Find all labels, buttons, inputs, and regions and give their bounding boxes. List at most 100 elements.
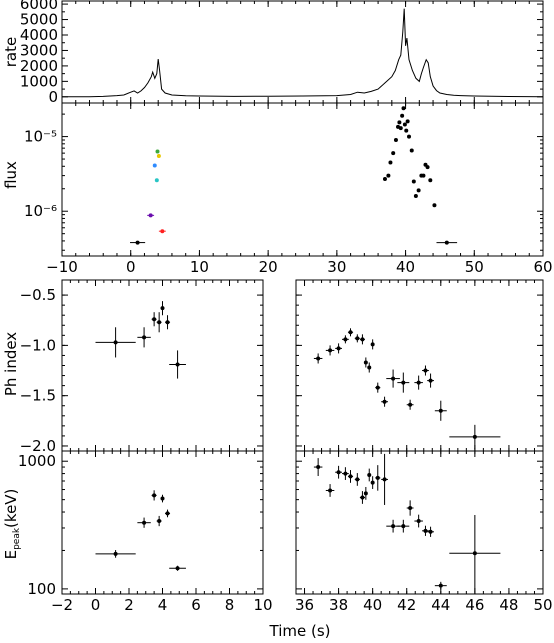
- flux-point: [428, 178, 433, 183]
- flux-point: [401, 106, 406, 111]
- x-tick-label: 40: [396, 258, 415, 276]
- flux-axis-label: flux: [2, 161, 20, 189]
- flux-point: [155, 149, 160, 154]
- phindex-axis-label: Ph index: [2, 332, 20, 396]
- y-tick-label: −2.0: [20, 437, 56, 455]
- panel-epeak-early: −2 0 2 4 6 8 10 100 1000 Epeak(keV): [2, 450, 273, 614]
- plot-frame: [61, 0, 544, 104]
- flux-point: [405, 119, 410, 124]
- phindex-point: [438, 408, 443, 413]
- rate-axis-label: rate: [2, 37, 20, 67]
- flux-point: [148, 213, 153, 218]
- plot-frame: [61, 450, 264, 595]
- panel-epeak-main: 36 38 40 42 44 46 48 50: [295, 450, 553, 614]
- y-tick-label: 2000: [20, 57, 58, 75]
- y-tick-label: −1.5: [20, 387, 56, 405]
- x-tick-label: 30: [327, 258, 346, 276]
- rate-light-curve: [62, 8, 544, 98]
- phindex-point: [370, 342, 375, 347]
- phindex-point: [375, 385, 380, 390]
- x-tick-label: −2: [51, 596, 73, 614]
- flux-point: [397, 120, 402, 125]
- phindex-point: [157, 320, 162, 325]
- flux-point: [404, 128, 409, 133]
- y-tick-label: −0.5: [20, 286, 56, 304]
- flux-point: [398, 126, 403, 131]
- y-tick-label: 3000: [20, 41, 58, 59]
- epeak-point: [382, 477, 387, 482]
- x-tick-label: 40: [363, 596, 382, 614]
- epeak-axis-label: Epeak(keV): [2, 489, 22, 560]
- epeak-point: [416, 519, 421, 524]
- y-tick-label: 5000: [20, 11, 58, 29]
- phindex-point: [401, 380, 406, 385]
- flux-point: [407, 134, 412, 139]
- x-tick-label: 0: [91, 596, 101, 614]
- flux-point: [152, 163, 157, 168]
- x-tick-label: 50: [465, 258, 484, 276]
- flux-point: [386, 173, 391, 178]
- phindex-point: [113, 340, 118, 345]
- flux-point: [402, 122, 407, 127]
- x-tick-label: 42: [397, 596, 416, 614]
- x-tick-label: 20: [259, 258, 278, 276]
- flux-point: [416, 188, 421, 193]
- epeak-point: [363, 491, 368, 496]
- phindex-point: [363, 360, 368, 365]
- y-tick-label: 100: [27, 580, 56, 598]
- epeak-point: [423, 528, 428, 533]
- y-tick-label: 0: [48, 88, 58, 106]
- panel-flux: −10 0 10 20 30 40 50 60 10⁻⁶ 10⁻⁵ flux: [2, 102, 553, 276]
- epeak-point: [370, 480, 375, 485]
- flux-point: [409, 148, 414, 153]
- flux-point: [391, 151, 396, 156]
- phindex-point: [316, 356, 321, 361]
- phindex-point: [328, 348, 333, 353]
- y-tick-label: 10⁻⁶: [24, 202, 57, 220]
- flux-point: [388, 160, 393, 165]
- flux-point: [382, 177, 387, 182]
- phindex-point: [165, 320, 170, 325]
- epeak-point: [408, 506, 413, 511]
- phindex-point: [423, 368, 428, 373]
- epeak-point: [401, 524, 406, 529]
- epeak-point: [375, 475, 380, 480]
- x-tick-label: 10: [253, 596, 272, 614]
- epeak-point: [175, 566, 180, 571]
- phindex-point: [382, 399, 387, 404]
- flux-point: [421, 173, 426, 178]
- phindex-point: [391, 376, 396, 381]
- flux-point: [154, 178, 159, 183]
- flux-point: [160, 229, 165, 234]
- x-tick-label: 36: [295, 596, 314, 614]
- flux-point: [432, 203, 437, 208]
- x-tick-label: 48: [499, 596, 518, 614]
- x-tick-label: 46: [465, 596, 484, 614]
- plot-frame: [295, 279, 544, 452]
- phindex-point: [175, 362, 180, 367]
- x-tick-label: 44: [431, 596, 450, 614]
- epeak-point: [336, 470, 341, 475]
- flux-point: [411, 179, 416, 184]
- epeak-point: [348, 474, 353, 479]
- y-tick-label: 6000: [20, 0, 58, 13]
- epeak-point: [343, 471, 348, 476]
- epeak-point: [472, 551, 477, 556]
- phindex-point: [367, 365, 372, 370]
- phindex-point: [408, 402, 413, 407]
- phindex-point: [472, 434, 477, 439]
- phindex-point: [142, 335, 147, 340]
- epeak-point: [355, 477, 360, 482]
- plot-frame: [295, 450, 544, 595]
- x-tick-label: 0: [126, 258, 136, 276]
- flux-point: [393, 138, 398, 143]
- phindex-point: [348, 330, 353, 335]
- x-tick-label: 50: [533, 596, 552, 614]
- x-tick-label: 60: [533, 258, 552, 276]
- panel-phindex-early: −2.0 −1.5 −1.0 −0.5 Ph index: [2, 279, 264, 455]
- epeak-point: [165, 511, 170, 516]
- flux-point: [135, 240, 140, 245]
- epeak-point: [157, 519, 162, 524]
- epeak-point: [367, 472, 372, 477]
